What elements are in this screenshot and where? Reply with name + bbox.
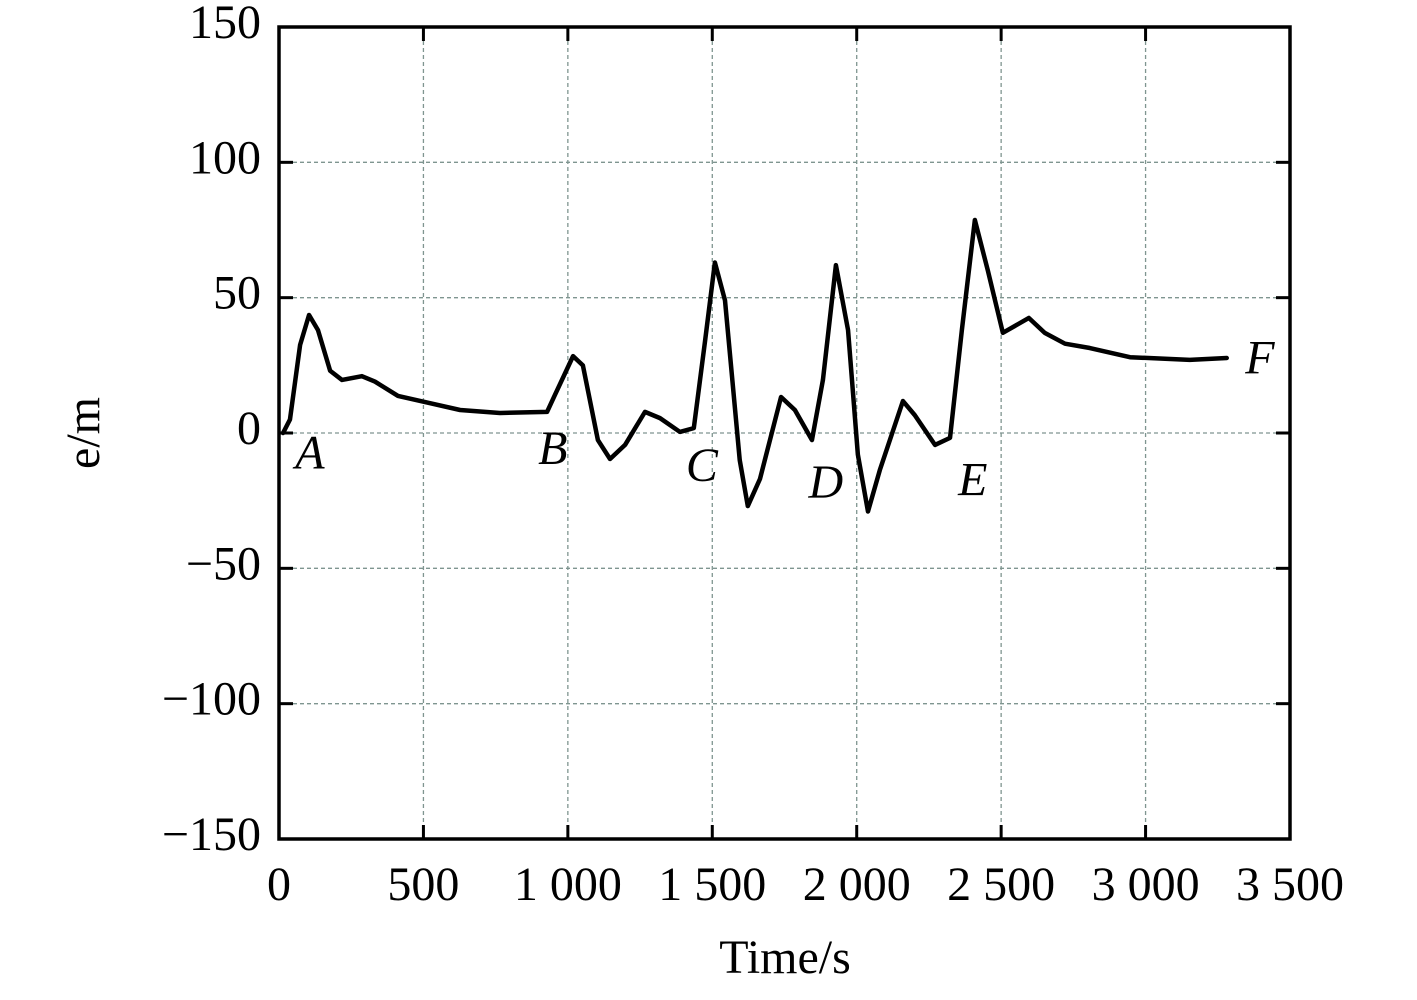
y-axis-label: e/m — [57, 397, 110, 469]
x-tick-label: 2 500 — [947, 858, 1055, 911]
x-axis-label: Time/s — [719, 931, 851, 984]
y-tick-label: 50 — [213, 267, 261, 320]
y-tick-label: 0 — [237, 402, 261, 455]
plot-frame — [277, 25, 1292, 841]
y-tick-label: 150 — [189, 0, 261, 49]
x-tick-label: 500 — [387, 858, 459, 911]
annotation: E — [957, 453, 987, 506]
y-tick-label: −150 — [162, 808, 261, 861]
x-tick-label: 1 000 — [514, 858, 622, 911]
annotation: B — [538, 422, 567, 475]
y-tick-label: 100 — [189, 131, 261, 184]
x-tick-label: 0 — [267, 858, 291, 911]
x-tick-label: 1 500 — [658, 858, 766, 911]
x-tick-label: 3 000 — [1092, 858, 1200, 911]
annotation: C — [686, 439, 719, 492]
annotation: A — [292, 426, 325, 479]
annotation: D — [807, 456, 843, 509]
y-tick-label: −100 — [162, 673, 261, 726]
x-tick-label: 3 500 — [1236, 858, 1344, 911]
annotation: F — [1244, 332, 1275, 385]
x-tick-label: 2 000 — [803, 858, 911, 911]
y-tick-label: −50 — [186, 537, 261, 590]
line — [280, 217, 1229, 514]
